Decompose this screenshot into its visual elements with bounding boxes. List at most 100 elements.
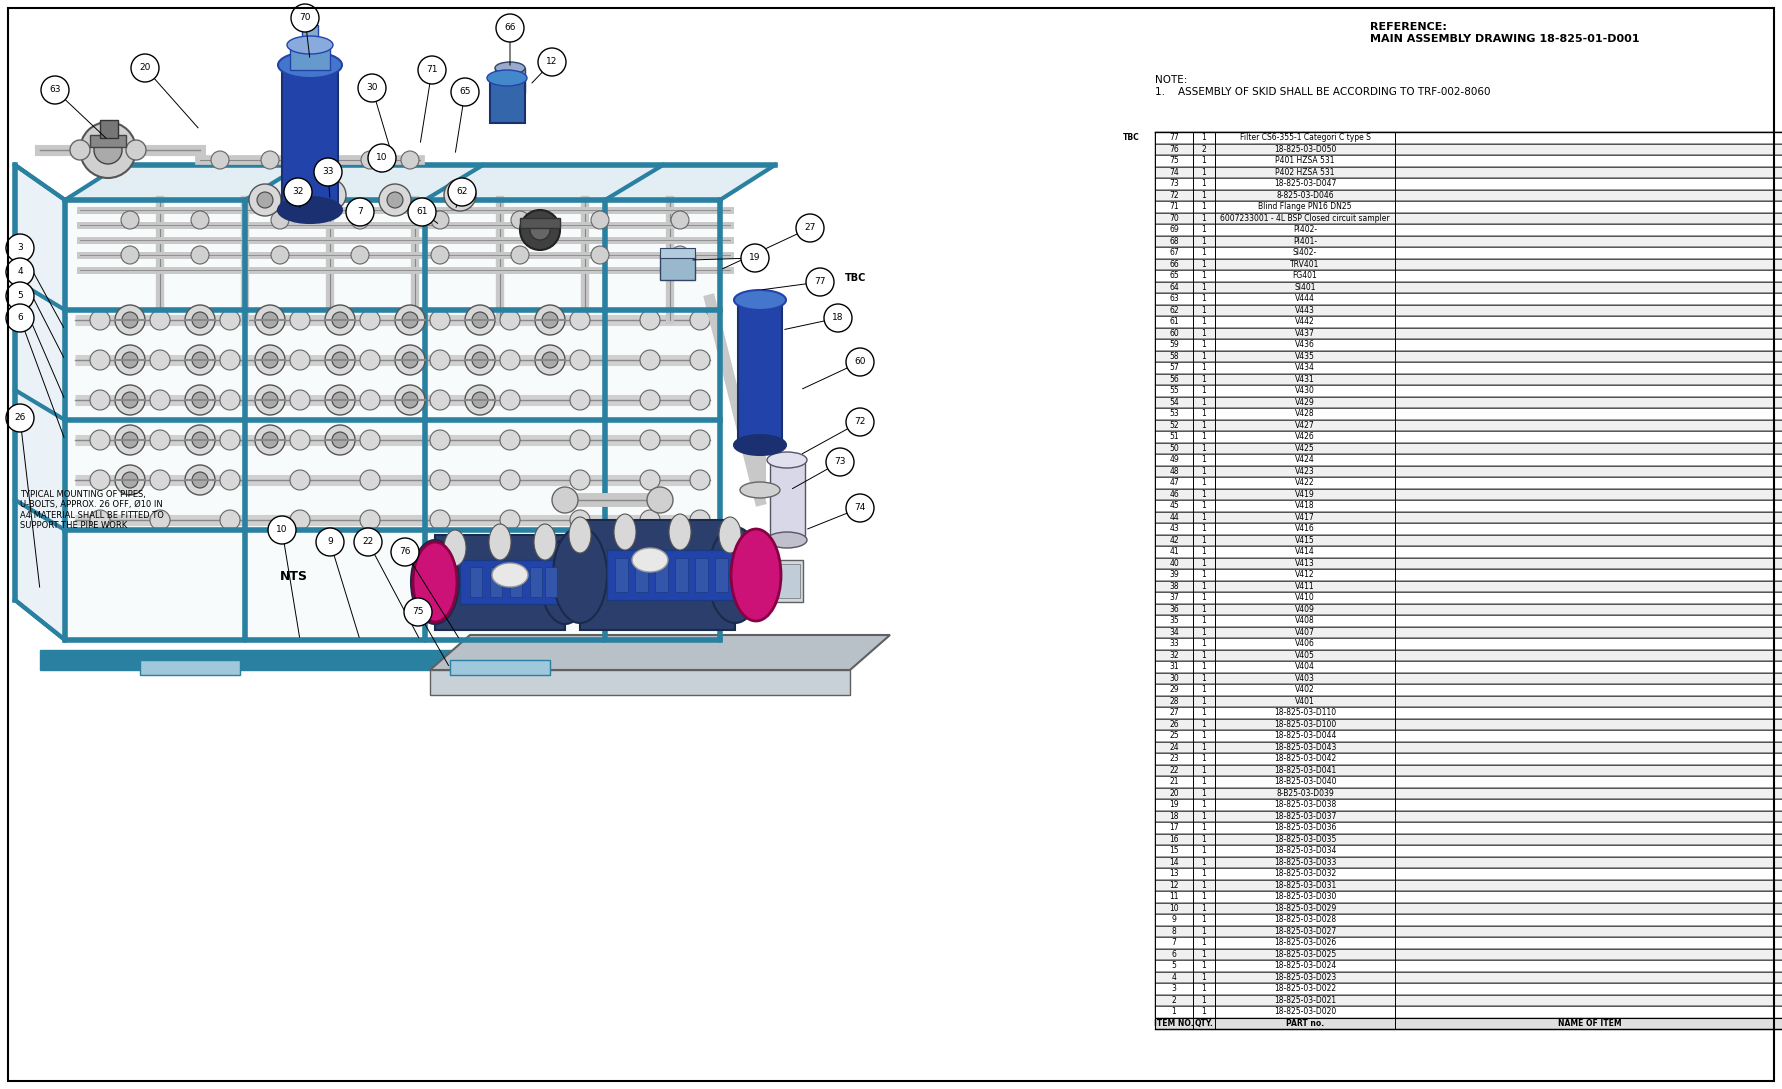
Ellipse shape (501, 350, 520, 370)
Text: 19: 19 (1169, 800, 1180, 809)
Text: 1: 1 (1201, 604, 1206, 614)
Text: SI401: SI401 (1294, 283, 1315, 292)
Ellipse shape (734, 290, 786, 310)
Bar (1155, 386, 1782, 396)
Text: V427: V427 (1296, 420, 1315, 430)
Circle shape (132, 54, 159, 82)
Ellipse shape (465, 386, 495, 415)
Text: 1: 1 (1201, 835, 1206, 844)
Ellipse shape (150, 430, 169, 450)
Bar (1155, 960, 1782, 971)
Bar (748, 560, 804, 602)
Ellipse shape (412, 540, 460, 624)
Ellipse shape (287, 36, 333, 54)
Ellipse shape (501, 430, 520, 450)
Text: 44: 44 (1169, 513, 1180, 522)
Bar (1155, 787, 1782, 799)
Ellipse shape (278, 197, 342, 223)
Ellipse shape (403, 352, 419, 368)
Ellipse shape (219, 390, 241, 409)
Bar (1155, 626, 1782, 638)
Text: 1: 1 (1201, 478, 1206, 487)
Ellipse shape (331, 352, 347, 368)
Text: 4: 4 (18, 268, 23, 277)
Ellipse shape (262, 313, 278, 328)
Bar (656, 558, 668, 592)
Bar (1155, 684, 1782, 696)
Text: Filter CS6-355-1 Categori C type S: Filter CS6-355-1 Categori C type S (1240, 133, 1370, 143)
Ellipse shape (192, 392, 208, 408)
Text: 1: 1 (1201, 133, 1206, 143)
Text: 69: 69 (1169, 225, 1180, 234)
Ellipse shape (271, 211, 289, 229)
Text: 2: 2 (1201, 145, 1206, 154)
Text: 9: 9 (1171, 915, 1176, 925)
Text: 20: 20 (1169, 788, 1180, 798)
Text: 60: 60 (854, 357, 866, 367)
Ellipse shape (570, 390, 590, 409)
Text: 43: 43 (1169, 524, 1180, 534)
Ellipse shape (360, 310, 380, 330)
Text: 1: 1 (1201, 571, 1206, 579)
Text: 18-825-03-D047: 18-825-03-D047 (1274, 180, 1336, 188)
Text: 1: 1 (1201, 387, 1206, 395)
Ellipse shape (324, 425, 355, 455)
Ellipse shape (740, 482, 781, 498)
Ellipse shape (191, 246, 208, 264)
Text: 74: 74 (854, 503, 866, 513)
Ellipse shape (429, 390, 451, 409)
Circle shape (323, 187, 339, 203)
Text: 27: 27 (804, 223, 816, 232)
Text: 1: 1 (1201, 294, 1206, 303)
Text: 18: 18 (832, 314, 843, 322)
Circle shape (405, 598, 431, 626)
Text: 3: 3 (1171, 984, 1176, 993)
Bar (1155, 247, 1782, 258)
Text: NAME OF ITEM: NAME OF ITEM (1557, 1018, 1622, 1028)
Text: 7: 7 (1171, 939, 1176, 947)
Text: 76: 76 (1169, 145, 1180, 154)
Bar (1155, 615, 1782, 626)
Ellipse shape (472, 352, 488, 368)
Text: 18-825-03-D029: 18-825-03-D029 (1274, 904, 1336, 913)
Polygon shape (64, 200, 720, 640)
Text: 1: 1 (1201, 995, 1206, 1005)
Text: V429: V429 (1296, 397, 1315, 407)
Polygon shape (14, 166, 64, 640)
Text: 13: 13 (1169, 869, 1180, 878)
Text: 18-825-03-D028: 18-825-03-D028 (1274, 915, 1336, 925)
Ellipse shape (570, 350, 590, 370)
Ellipse shape (431, 246, 449, 264)
Bar (460, 560, 565, 604)
Text: 16: 16 (1169, 835, 1180, 844)
Text: 18-825-03-D022: 18-825-03-D022 (1274, 984, 1336, 993)
Text: 71: 71 (1169, 203, 1180, 211)
Text: 2: 2 (1171, 995, 1176, 1005)
Text: 27: 27 (1169, 708, 1180, 718)
Text: 18-825-03-D041: 18-825-03-D041 (1274, 766, 1336, 774)
Text: 5: 5 (18, 292, 23, 301)
Text: 1: 1 (1201, 674, 1206, 683)
Text: 18-825-03-D021: 18-825-03-D021 (1274, 995, 1336, 1005)
Text: 1: 1 (1201, 869, 1206, 878)
Ellipse shape (290, 390, 310, 409)
Bar (1155, 764, 1782, 776)
Text: 75: 75 (412, 608, 424, 616)
Ellipse shape (210, 151, 230, 169)
Text: V423: V423 (1296, 467, 1315, 476)
Text: V410: V410 (1296, 594, 1315, 602)
Ellipse shape (69, 140, 91, 160)
Text: 1: 1 (1201, 1007, 1206, 1016)
Ellipse shape (552, 487, 577, 513)
Text: TRV401: TRV401 (1290, 260, 1320, 269)
Bar (752, 564, 800, 598)
Circle shape (314, 158, 342, 186)
Bar (1155, 201, 1782, 212)
Text: 54: 54 (1169, 397, 1180, 407)
Text: V408: V408 (1296, 616, 1315, 625)
Bar (1155, 419, 1782, 431)
Text: 18-825-03-D031: 18-825-03-D031 (1274, 881, 1336, 890)
Ellipse shape (731, 529, 781, 621)
Ellipse shape (324, 305, 355, 335)
Text: 18-825-03-D038: 18-825-03-D038 (1274, 800, 1336, 809)
